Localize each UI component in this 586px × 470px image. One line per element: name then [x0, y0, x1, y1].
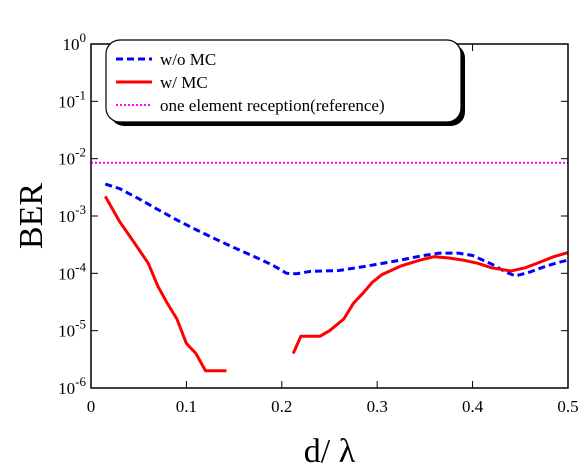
- x-tick-label: 0: [87, 397, 96, 416]
- x-tick-label: 0.4: [462, 397, 484, 416]
- legend: w/o MC w/ MC one element reception(referen…: [105, 39, 465, 126]
- legend-box: [105, 39, 462, 123]
- y-axis-title: BER: [13, 183, 50, 249]
- y-tick-label: 10-3: [58, 202, 86, 226]
- x-tick-label: 0.5: [557, 397, 578, 416]
- y-tick-label: 10-5: [58, 317, 86, 341]
- y-tick-label: 100: [63, 30, 87, 54]
- y-tick-label: 10-4: [58, 259, 86, 283]
- x-axis-title: d/ λ: [304, 433, 356, 470]
- y-tick-label: 10-1: [58, 87, 86, 111]
- x-tick-label: 0.1: [176, 397, 197, 416]
- series-line-1-seg-0: [103, 195, 227, 373]
- series-line-0: [104, 182, 569, 278]
- legend-label-2: one element reception(reference): [160, 96, 385, 115]
- series-layer: [91, 161, 569, 373]
- y-tick-label: 10-6: [58, 374, 86, 398]
- y-tick-label: 10-2: [58, 145, 86, 169]
- tick-layer: 0 0.1 0.2 0.3 0.4 0.5 10-6 10-5 10-4 10-3 10-2 10-1…: [58, 30, 578, 416]
- series-line-1-seg-1: [291, 251, 569, 355]
- legend-label-0: w/o MC: [160, 50, 216, 69]
- legend-label-1: w/ MC: [160, 73, 208, 92]
- x-tick-label: 0.2: [271, 397, 292, 416]
- x-tick-label: 0.3: [367, 397, 388, 416]
